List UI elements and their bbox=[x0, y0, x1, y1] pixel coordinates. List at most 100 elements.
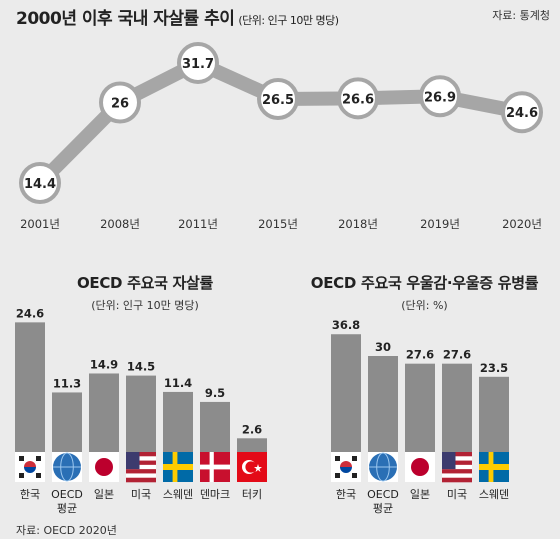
source-bottom: 자료: OECD 2020년 bbox=[16, 524, 117, 537]
turkey-crescent-inner bbox=[245, 461, 257, 473]
usa-stripe bbox=[126, 464, 156, 470]
usa-stripe bbox=[126, 477, 156, 483]
data-label: 14.4 bbox=[24, 177, 56, 192]
japan-sun bbox=[95, 458, 113, 476]
flag-icon bbox=[163, 452, 193, 482]
data-point: 26.6 bbox=[337, 77, 379, 120]
usa-stripe bbox=[442, 452, 472, 457]
trigram bbox=[335, 473, 340, 478]
x-tick-label: 2008년 bbox=[100, 217, 140, 231]
usa-canton bbox=[126, 452, 140, 470]
category-label: 한국 bbox=[20, 488, 40, 501]
sweden-cross-h bbox=[479, 464, 509, 470]
flag-icon bbox=[442, 452, 472, 483]
usa-stripe bbox=[126, 456, 156, 461]
category-label: 터키 bbox=[242, 488, 262, 501]
taegeuk-blue bbox=[24, 467, 36, 473]
data-point: 24.6 bbox=[501, 91, 543, 134]
bar-value-label: 23.5 bbox=[480, 361, 508, 375]
bar-value-label: 27.6 bbox=[443, 348, 471, 362]
taegeuk-blue bbox=[340, 467, 352, 473]
bar bbox=[126, 375, 156, 452]
bar-value-label: 27.6 bbox=[406, 348, 434, 362]
bar bbox=[331, 334, 361, 452]
category-label: 스웨덴 bbox=[163, 488, 193, 501]
bar-value-label: 36.8 bbox=[332, 318, 360, 332]
category-label: 스웨덴 bbox=[479, 488, 509, 501]
trigram bbox=[36, 473, 41, 478]
sweden-cross-h bbox=[163, 464, 193, 470]
usa-stripe bbox=[126, 469, 156, 474]
x-tick-label: 2020년 bbox=[502, 217, 542, 231]
bar-value-label: 24.6 bbox=[16, 306, 44, 320]
usa-stripe bbox=[442, 469, 472, 474]
category-label: 일본 bbox=[410, 487, 430, 501]
bar bbox=[479, 376, 509, 452]
usa-stripe bbox=[126, 452, 156, 457]
bar bbox=[15, 322, 45, 452]
data-point-marker bbox=[99, 81, 141, 124]
category-label: 평균 bbox=[373, 502, 393, 515]
category-label: 평균 bbox=[57, 502, 77, 515]
japan-sun bbox=[411, 458, 429, 476]
bar bbox=[405, 363, 435, 452]
bar-chart-2-title: OECD 주요국 우울감·우울증 유병률 bbox=[310, 274, 539, 292]
page-title-unit: (단위: 인구 10만 명당) bbox=[238, 14, 339, 27]
data-label: 26.5 bbox=[262, 93, 294, 108]
flag-icon bbox=[237, 452, 267, 482]
category-label: 일본 bbox=[94, 487, 114, 501]
trigram bbox=[335, 456, 340, 461]
x-tick-label: 2011년 bbox=[178, 217, 218, 231]
trigram bbox=[36, 456, 41, 461]
usa-stripe bbox=[442, 456, 472, 461]
usa-stripe bbox=[442, 464, 472, 470]
usa-stripe bbox=[126, 460, 156, 466]
usa-stripe bbox=[442, 477, 472, 483]
usa-stripe bbox=[442, 473, 472, 479]
category-label: OECD bbox=[367, 488, 399, 501]
usa-canton bbox=[442, 452, 456, 470]
data-label: 31.7 bbox=[182, 57, 214, 72]
bar-value-label: 30 bbox=[375, 340, 391, 354]
turkey-star bbox=[254, 464, 262, 472]
x-tick-label: 2018년 bbox=[338, 217, 378, 231]
bar bbox=[52, 392, 82, 452]
flag-icon bbox=[331, 452, 361, 482]
bar bbox=[237, 438, 267, 452]
bar bbox=[368, 356, 398, 452]
trigram bbox=[352, 473, 357, 478]
usa-stripe bbox=[442, 460, 472, 466]
bar-chart-1-unit: (단위: 인구 10만 명당) bbox=[91, 299, 199, 312]
data-label: 26.6 bbox=[342, 92, 374, 107]
bar-value-label: 14.9 bbox=[90, 357, 118, 371]
trigram bbox=[352, 456, 357, 461]
x-tick-label: 2001년 bbox=[20, 217, 60, 231]
data-point-marker bbox=[419, 75, 461, 118]
bar bbox=[200, 401, 230, 452]
data-label: 26.9 bbox=[424, 90, 456, 105]
bar-value-label: 9.5 bbox=[205, 386, 225, 400]
flag-icon bbox=[405, 452, 435, 482]
bar-value-label: 14.5 bbox=[127, 360, 155, 374]
source-top: 자료: 통계청 bbox=[492, 9, 550, 22]
category-label: OECD bbox=[51, 488, 83, 501]
usa-stripe bbox=[126, 473, 156, 479]
page-title: 2000년 이후 국내 자살률 추이 (단위: 인구 10만 명당) bbox=[16, 4, 339, 29]
data-point-marker bbox=[501, 91, 543, 134]
bar bbox=[442, 363, 472, 452]
flag-icon bbox=[89, 452, 119, 482]
data-point: 26.5 bbox=[257, 78, 299, 121]
category-label: 한국 bbox=[336, 488, 356, 501]
flag-icon bbox=[479, 452, 509, 482]
x-tick-label: 2015년 bbox=[258, 217, 298, 231]
flag-icon bbox=[368, 452, 398, 482]
data-point-marker bbox=[19, 162, 61, 204]
data-point: 26.9 bbox=[419, 75, 461, 118]
category-label: 덴마크 bbox=[200, 488, 230, 501]
category-label: 미국 bbox=[131, 488, 151, 501]
data-point-marker bbox=[337, 77, 379, 120]
data-point: 31.7 bbox=[177, 41, 219, 84]
flag-icon bbox=[15, 452, 45, 482]
bar-chart-2-unit: (단위: %) bbox=[401, 299, 448, 312]
